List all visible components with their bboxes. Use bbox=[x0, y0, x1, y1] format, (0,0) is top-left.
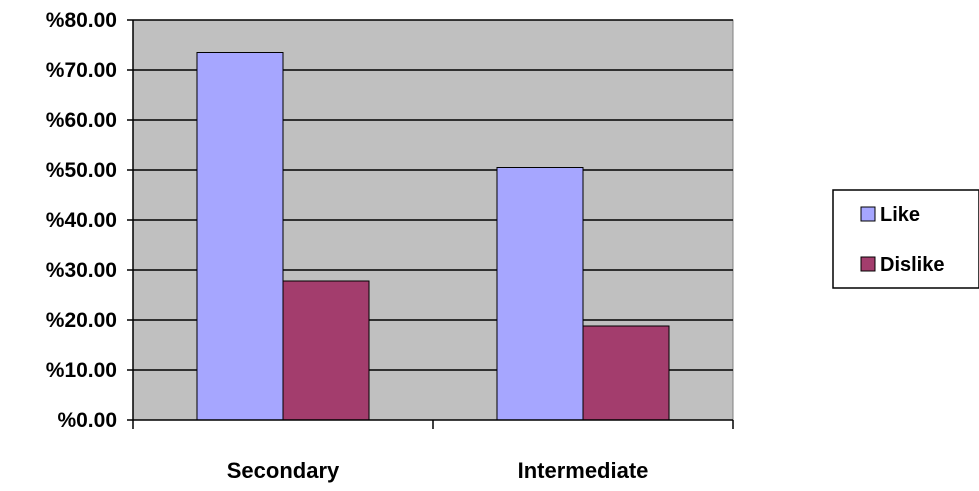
bars bbox=[196, 52, 670, 421]
x-tick-label: Intermediate bbox=[518, 458, 649, 483]
legend: Like Dislike bbox=[832, 189, 979, 289]
legend-swatch-dislike bbox=[860, 256, 876, 272]
legend-label-dislike: Dislike bbox=[880, 254, 944, 276]
y-tick-label: %0.00 bbox=[57, 409, 117, 432]
y-tick-label: %80.00 bbox=[46, 9, 117, 32]
y-tick-label: %70.00 bbox=[46, 59, 117, 82]
bar-like-secondary bbox=[196, 52, 284, 421]
legend-entries: Like Dislike bbox=[860, 204, 944, 276]
y-tick-label: %50.00 bbox=[46, 159, 117, 182]
bar-dislike-intermediate bbox=[582, 325, 670, 421]
legend-label-like: Like bbox=[880, 204, 920, 226]
y-tick-label: %20.00 bbox=[46, 309, 117, 332]
y-tick-label: %60.00 bbox=[46, 109, 117, 132]
axes bbox=[127, 19, 734, 429]
bar-dislike-secondary bbox=[282, 280, 370, 421]
y-tick-label: %40.00 bbox=[46, 209, 117, 232]
x-tick-label: Secondary bbox=[227, 458, 340, 483]
legend-swatch-like bbox=[860, 206, 876, 222]
bar-like-intermediate bbox=[496, 167, 584, 421]
y-tick-labels: %0.00 %10.00 %20.00 %30.00 %40.00 %50.00 %60.0… bbox=[46, 9, 117, 432]
y-tick-label: %30.00 bbox=[46, 259, 117, 282]
legend-box bbox=[832, 189, 979, 289]
x-tick-labels: Secondary Intermediate bbox=[227, 458, 649, 483]
y-tick-label: %10.00 bbox=[46, 359, 117, 382]
